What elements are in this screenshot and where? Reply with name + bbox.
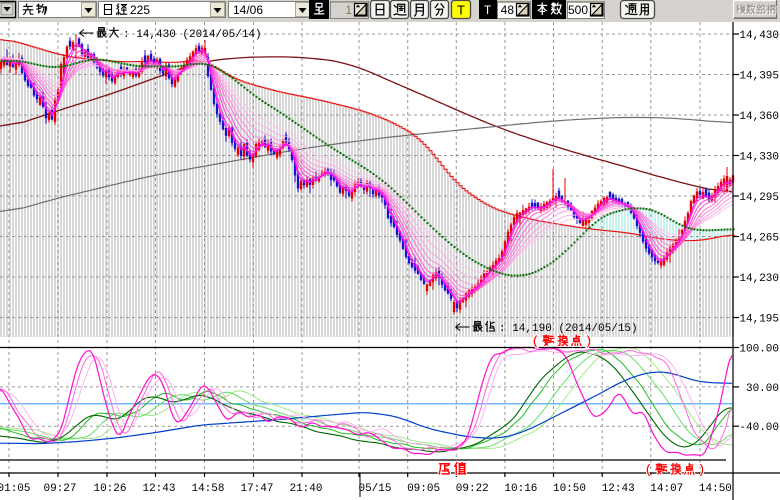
svg-text:): ) <box>587 333 591 348</box>
svg-text:14,230: 14,230 <box>739 273 779 285</box>
svg-text:500: 500 <box>568 3 588 17</box>
svg-text:14,295: 14,295 <box>739 192 779 204</box>
svg-text:05/15: 05/15 <box>358 483 391 495</box>
svg-text:14,430: 14,430 <box>739 30 779 42</box>
svg-text:(: ( <box>646 462 651 477</box>
svg-text:10:50: 10:50 <box>553 483 586 495</box>
svg-text:: 14,190 (2014/05/15): : 14,190 (2014/05/15) <box>499 323 638 335</box>
svg-text:17:47: 17:47 <box>240 483 273 495</box>
svg-text:14,360: 14,360 <box>739 111 779 123</box>
svg-text:T: T <box>457 3 465 18</box>
svg-text:14,330: 14,330 <box>739 152 779 164</box>
svg-text:225: 225 <box>130 3 150 17</box>
svg-text:T: T <box>484 3 492 17</box>
svg-text:21:40: 21:40 <box>289 483 322 495</box>
svg-text:48: 48 <box>501 3 515 17</box>
svg-text:(: ( <box>533 333 538 348</box>
svg-text:(: ( <box>646 462 651 477</box>
svg-text:30.00: 30.00 <box>746 383 779 395</box>
svg-text:14,195: 14,195 <box>739 314 779 326</box>
svg-text:09:22: 09:22 <box>456 483 489 495</box>
svg-text:14:50: 14:50 <box>699 483 732 495</box>
svg-text:14:58: 14:58 <box>191 483 224 495</box>
svg-text:14/06: 14/06 <box>233 3 263 17</box>
svg-text:10:26: 10:26 <box>93 483 126 495</box>
svg-text:14,265: 14,265 <box>739 233 779 245</box>
svg-text:09:27: 09:27 <box>43 483 76 495</box>
svg-text:12:43: 12:43 <box>142 483 175 495</box>
svg-text:: 14,430 (2014/05/14): : 14,430 (2014/05/14) <box>123 29 262 41</box>
svg-text:09:05: 09:05 <box>407 483 440 495</box>
svg-text:): ) <box>700 462 704 477</box>
svg-text:1: 1 <box>345 3 352 17</box>
svg-text:): ) <box>700 462 704 477</box>
svg-text:(: ( <box>533 333 538 348</box>
svg-text:14,395: 14,395 <box>739 71 779 83</box>
svg-text:10:16: 10:16 <box>504 483 537 495</box>
svg-text:-40.00: -40.00 <box>739 422 779 434</box>
svg-text:01:05: 01:05 <box>0 483 31 495</box>
svg-text:12:43: 12:43 <box>602 483 635 495</box>
svg-text:100.00: 100.00 <box>739 344 779 356</box>
svg-text:): ) <box>587 333 591 348</box>
svg-text:14:07: 14:07 <box>650 483 683 495</box>
